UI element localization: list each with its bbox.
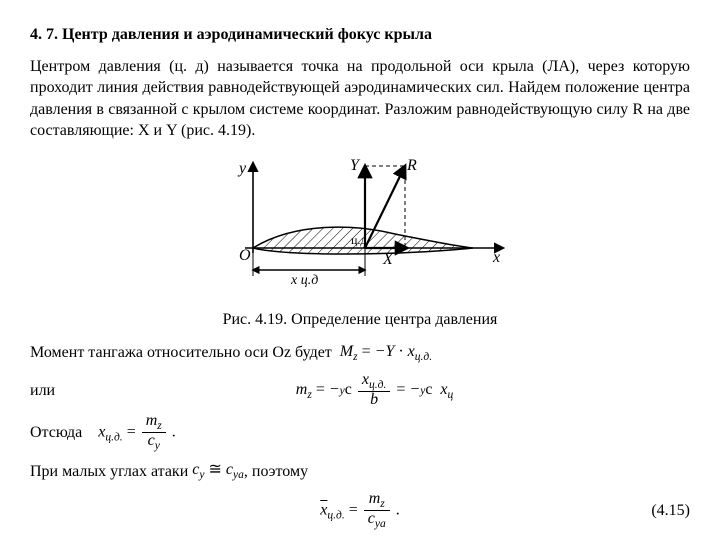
equation-number: (4.15) <box>651 500 690 522</box>
final-equation-row: xц.д. = mzcya . (4.15) <box>30 491 690 531</box>
small-angles-line: При малых углах атаки cy ≅ cya , поэтому <box>30 457 690 487</box>
label-y-axis: y <box>237 160 247 177</box>
airfoil-diagram: y x O ц.д Y R X x ц.д <box>205 148 515 298</box>
formula-mz: mz = −yc xц.д.b = −yc xц <box>296 381 454 398</box>
label-R: R <box>406 157 417 174</box>
small-angles-lead: При малых углах атаки <box>30 461 188 483</box>
small-angles-tail: , поэтому <box>244 461 308 483</box>
formula-xcd: xц.д. = mzcy . <box>86 413 176 453</box>
figure-4-19: y x O ц.д Y R X x ц.д <box>30 148 690 305</box>
label-origin: O <box>239 247 251 264</box>
formula-Mz: Mz = −Y · xц.д. <box>336 341 432 366</box>
section-heading: 4. 7. Центр давления и аэродинамический … <box>30 24 690 46</box>
hence-line: Отсюда xц.д. = mzcy . <box>30 413 690 453</box>
moment-lead-text: Момент тангажа относительно оси Oz будет <box>30 342 332 364</box>
figure-caption: Рис. 4.19. Определение центра давления <box>30 309 690 331</box>
label-Y: Y <box>350 157 361 174</box>
formula-approx: cy ≅ cya <box>192 459 244 484</box>
moment-line: Момент тангажа относительно оси Oz будет… <box>30 338 690 368</box>
hence-text: Отсюда <box>30 422 82 444</box>
formula-final: xц.д. = mzcya . <box>320 491 399 531</box>
intro-paragraph: Центром давления (ц. д) называется точка… <box>30 56 690 142</box>
label-X: X <box>382 251 394 268</box>
label-x-cd: x ц.д <box>290 273 318 288</box>
or-text: или <box>30 380 55 402</box>
label-x-axis: x <box>492 249 500 266</box>
or-line: или mz = −yc xц.д.b = −yc xц <box>30 372 690 409</box>
